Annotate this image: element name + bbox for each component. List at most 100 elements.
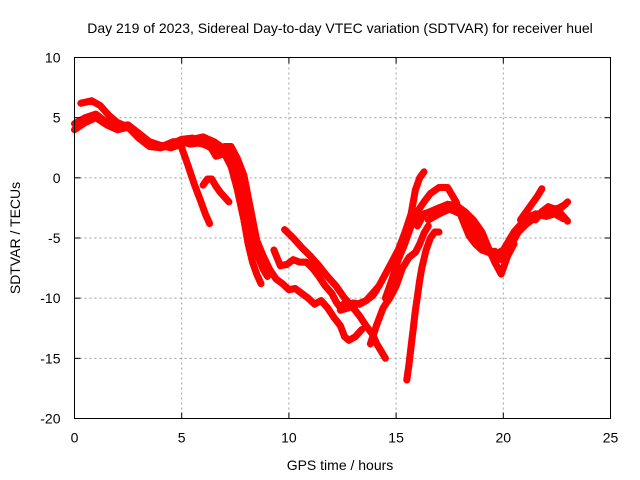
data-point (286, 231, 294, 239)
data-point (288, 232, 295, 240)
data-point (130, 130, 138, 137)
data-point (353, 331, 361, 339)
data-point (133, 133, 141, 141)
data-point (307, 263, 315, 271)
y-tick-label: 10 (45, 50, 61, 66)
data-point (400, 262, 408, 270)
data-point (314, 271, 322, 279)
data-point (401, 261, 409, 268)
data-point (370, 288, 378, 295)
data-point (559, 212, 567, 220)
data-point (560, 214, 568, 221)
grid (74, 57, 611, 419)
data-point (292, 237, 300, 245)
data-point (99, 119, 107, 126)
data-point (211, 150, 219, 158)
data-point (208, 145, 216, 153)
data-point (282, 227, 290, 235)
series-markers-arc-4 (161, 137, 364, 344)
data-point (402, 259, 410, 267)
data-point (325, 274, 333, 282)
data-point (536, 188, 544, 196)
data-point (375, 344, 383, 351)
y-tick-label: 5 (53, 110, 61, 126)
data-point (304, 294, 312, 302)
data-point (537, 187, 545, 194)
data-point (101, 120, 109, 128)
data-point (256, 278, 264, 286)
data-point (355, 329, 363, 337)
data-point (102, 108, 110, 116)
data-point (127, 126, 135, 134)
series-line-arc-3 (71, 114, 263, 260)
data-point (300, 245, 307, 253)
data-point (461, 215, 469, 223)
data-point (319, 267, 327, 275)
data-point (373, 340, 381, 348)
data-point (364, 295, 372, 303)
data-point (321, 269, 329, 277)
data-point (305, 261, 313, 269)
series-markers-arc-18 (532, 203, 570, 224)
axis-ticks: 0 5 10 15 20 25 -20 -15 -10 -5 0 5 10 (40, 50, 618, 446)
data-point (471, 240, 479, 248)
y-tick-label: -5 (48, 230, 61, 246)
data-point (365, 293, 373, 301)
data-point (296, 242, 304, 250)
data-point (403, 257, 411, 265)
x-tick-label: 20 (496, 430, 512, 446)
data-point (280, 281, 288, 289)
data-point (356, 327, 364, 335)
data-point (72, 125, 80, 132)
data-point (423, 224, 431, 232)
data-point (433, 185, 441, 193)
data-point (216, 188, 224, 196)
data-point (138, 137, 146, 145)
data-point (307, 297, 315, 305)
data-point (362, 297, 370, 305)
data-point (222, 195, 230, 203)
x-tick-label: 10 (281, 430, 297, 446)
series-markers-arc-12 (381, 184, 497, 302)
y-axis-label: SDTVAR / TECUs (7, 182, 23, 294)
data-point (399, 264, 406, 272)
data-point (94, 115, 102, 123)
data-point (135, 134, 143, 142)
data-point (481, 244, 489, 251)
data-point (279, 280, 286, 288)
data-point (108, 114, 116, 122)
data-point (78, 121, 86, 129)
data-point (129, 128, 137, 136)
data-point (351, 333, 359, 341)
data-point (208, 175, 216, 183)
data-point (466, 213, 474, 221)
data-point (126, 125, 134, 133)
data-point (537, 209, 545, 217)
data-point (210, 149, 218, 157)
data-point (107, 113, 114, 121)
data-point (470, 238, 478, 246)
data-point (484, 247, 492, 255)
data-point (560, 201, 568, 209)
data-point (379, 351, 387, 359)
data-point (284, 229, 292, 237)
data-point (421, 227, 429, 235)
data-point (316, 264, 324, 271)
data-point (291, 236, 299, 244)
data-point (140, 138, 148, 146)
x-tick-label: 0 (71, 430, 79, 446)
data-point (562, 199, 570, 207)
data-point (562, 215, 570, 223)
data-point (317, 297, 325, 305)
data-point (103, 110, 111, 118)
x-axis-label: GPS time / hours (287, 457, 394, 473)
data-point (376, 345, 384, 353)
data-point (320, 300, 328, 308)
data-point (335, 320, 343, 328)
series-line-arc-10 (336, 168, 428, 314)
data-point (132, 131, 140, 139)
data-point (377, 347, 385, 355)
data-point (213, 140, 221, 148)
data-point (96, 102, 104, 110)
